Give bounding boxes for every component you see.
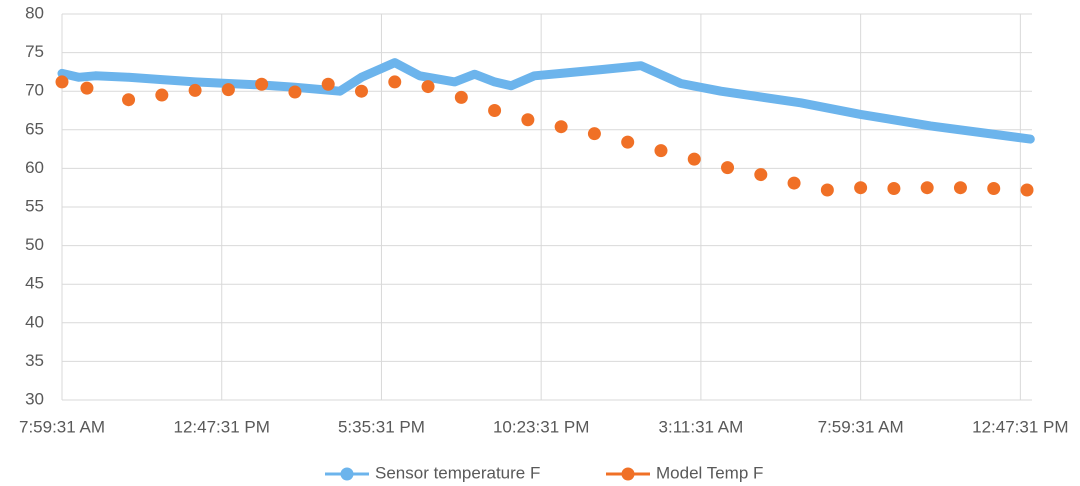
data-point: [787, 176, 801, 190]
x-tick-label: 3:11:31 AM: [659, 417, 744, 436]
y-tick-label: 55: [25, 196, 44, 215]
data-point: [854, 181, 868, 195]
y-tick-label: 60: [25, 158, 44, 177]
legend-label: Model Temp F: [656, 463, 763, 482]
data-point: [654, 144, 668, 158]
y-tick-label: 50: [25, 235, 44, 254]
y-tick-label: 35: [25, 351, 44, 370]
data-point: [288, 85, 302, 99]
y-tick-label: 30: [25, 389, 44, 408]
data-point: [987, 181, 1001, 195]
data-point: [1020, 183, 1034, 197]
data-point: [55, 75, 69, 89]
y-tick-label: 40: [25, 312, 44, 331]
data-point: [587, 127, 601, 141]
data-point: [488, 104, 502, 117]
data-point: [80, 81, 94, 95]
legend-swatch-marker: [621, 467, 635, 481]
data-point: [953, 181, 967, 195]
legend-swatch-marker: [340, 467, 354, 481]
y-tick-label: 45: [25, 274, 44, 293]
data-point: [421, 80, 435, 94]
y-tick-label: 65: [25, 119, 44, 138]
x-tick-label: 10:23:31 PM: [493, 417, 589, 436]
data-point: [554, 120, 568, 134]
data-point: [454, 90, 468, 104]
data-point: [721, 161, 735, 175]
series-line: [57, 58, 1035, 144]
data-point: [122, 93, 136, 107]
data-point: [621, 135, 635, 149]
data-point: [521, 113, 535, 127]
data-point: [221, 83, 235, 97]
data-point: [887, 181, 901, 195]
data-point: [321, 77, 335, 91]
x-tick-label: 5:35:31 PM: [338, 417, 425, 436]
data-point: [920, 181, 934, 195]
data-point: [754, 168, 768, 182]
data-point: [820, 183, 834, 197]
data-point: [188, 83, 202, 97]
data-point: [687, 152, 701, 166]
legend-label: Sensor temperature F: [375, 463, 540, 482]
x-tick-label: 12:47:31 PM: [174, 417, 270, 436]
x-tick-label: 7:59:31 AM: [19, 417, 105, 436]
x-tick-label: 12:47:31 PM: [972, 417, 1068, 436]
data-point: [255, 77, 269, 91]
data-point: [388, 75, 402, 89]
data-point: [155, 88, 169, 102]
data-point: [354, 84, 368, 98]
x-tick-label: 7:59:31 AM: [818, 417, 904, 436]
y-tick-label: 70: [25, 81, 44, 100]
y-tick-label: 80: [25, 3, 44, 22]
y-tick-label: 75: [25, 42, 44, 61]
